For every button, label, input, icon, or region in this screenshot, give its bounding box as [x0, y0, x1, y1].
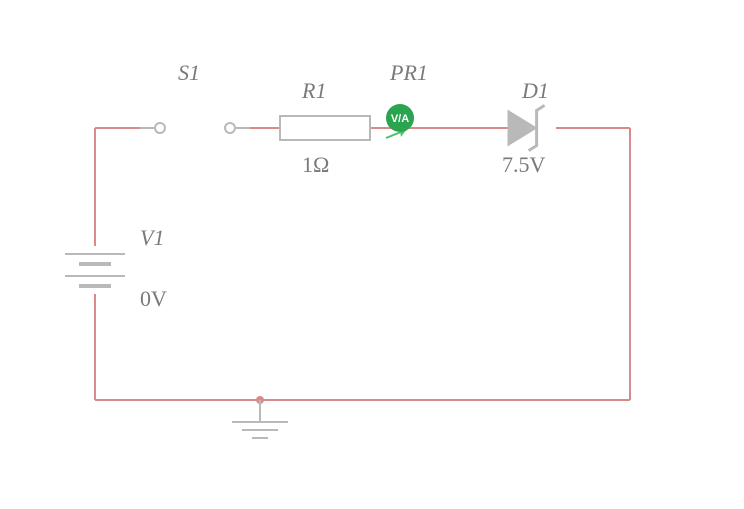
battery-value: 0V	[140, 286, 167, 311]
switch-terminal-left-icon	[155, 123, 165, 133]
ground-symbol	[232, 396, 288, 438]
probe-pr1: V/A	[386, 104, 414, 138]
probe-badge-text: V/A	[391, 113, 409, 125]
battery-v1	[65, 254, 125, 286]
diode-d1	[508, 105, 545, 150]
resistor-value: 1Ω	[302, 152, 329, 177]
switch-s1	[140, 123, 250, 133]
switch-label: S1	[178, 60, 200, 85]
battery-label: V1	[140, 225, 164, 250]
resistor-body-icon	[280, 116, 370, 140]
diode-triangle-icon	[508, 110, 537, 145]
switch-terminal-right-icon	[225, 123, 235, 133]
resistor-label: R1	[301, 78, 326, 103]
diode-value: 7.5V	[502, 152, 546, 177]
resistor-r1	[280, 116, 370, 140]
diode-label: D1	[521, 78, 549, 103]
probe-label: PR1	[389, 60, 428, 85]
